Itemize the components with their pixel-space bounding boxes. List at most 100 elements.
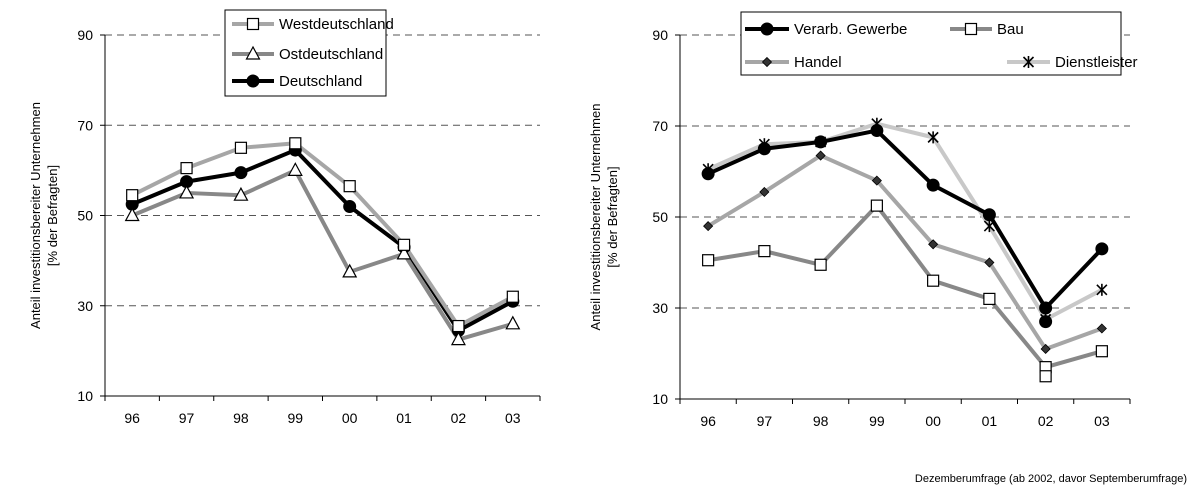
data-point [1096, 323, 1107, 334]
data-point [758, 245, 771, 258]
data-point [397, 238, 411, 251]
chart-westost: 10 30 50 70 90 96 97 98 99 00 01 02 03 Anteil investi… [28, 9, 541, 426]
data-point [124, 207, 140, 222]
y-axis-label-unit: [% der Befragten] [45, 165, 60, 266]
data-point [759, 186, 770, 198]
legend-frame [740, 11, 1122, 76]
series-line [707, 153, 1103, 351]
legend-marker [964, 22, 978, 36]
data-point [702, 254, 715, 267]
data-point [233, 186, 249, 201]
data-point [983, 220, 995, 233]
legend-entry: Deutschland [279, 73, 362, 90]
legend-marker [246, 74, 260, 88]
y-tick-label: 70 [77, 117, 93, 133]
data-point [1096, 283, 1108, 296]
x-tick-label: 98 [813, 413, 829, 429]
x-tick-label: 96 [124, 410, 140, 426]
data-point [343, 180, 356, 193]
series-line [131, 148, 514, 333]
data-point [396, 245, 412, 260]
legend-entry: Verarb. Gewerbe [794, 21, 907, 38]
x-tick-label: 00 [925, 413, 941, 429]
y-tick-label: 50 [652, 209, 668, 225]
data-point [1040, 343, 1051, 355]
x-tick-label: 98 [233, 410, 249, 426]
data-point [450, 331, 466, 346]
y-tick-label: 90 [77, 27, 93, 43]
legend-marker [1022, 56, 1035, 68]
x-tick-label: 01 [982, 413, 998, 429]
data-point [926, 178, 940, 192]
data-point [1039, 315, 1053, 329]
data-point [1095, 345, 1108, 358]
x-tick-label: 97 [179, 410, 195, 426]
data-point [928, 239, 939, 250]
legend-entry: Ostdeutschland [279, 46, 383, 63]
x-tick-label: 99 [288, 410, 304, 426]
data-point [1095, 242, 1109, 256]
data-point [870, 199, 883, 212]
data-point [927, 274, 940, 287]
x-tick-label: 00 [342, 410, 358, 426]
x-tick-label: 97 [757, 413, 773, 429]
footnote: Dezemberumfrage (ab 2002, davor Septembe… [915, 473, 1187, 485]
y-tick-label: 50 [77, 208, 93, 224]
data-point [1039, 301, 1053, 315]
data-point [343, 199, 357, 213]
x-tick-label: 02 [1038, 413, 1054, 429]
data-point [870, 124, 884, 138]
legend-marker [760, 22, 774, 36]
data-point [287, 162, 303, 176]
data-point [757, 142, 771, 156]
x-tick-label: 01 [396, 410, 412, 426]
data-point [815, 150, 826, 161]
legend-entry: Handel [794, 54, 842, 71]
legend-entry: Dienstleister [1055, 54, 1138, 71]
y-tick-label: 70 [652, 118, 668, 134]
data-point [983, 292, 996, 305]
legend-entry: Westdeutschland [279, 16, 394, 33]
data-point [126, 189, 139, 202]
series-line [707, 121, 1103, 322]
legend-marker [246, 17, 260, 31]
x-tick-label: 03 [505, 410, 521, 426]
data-point [342, 263, 358, 278]
data-point [179, 184, 195, 199]
series-line [707, 128, 1104, 310]
series-line [707, 203, 1103, 370]
x-tick-label: 96 [700, 413, 716, 429]
series-line [131, 141, 514, 329]
data-point [234, 141, 248, 154]
data-point [506, 290, 519, 303]
series-line [131, 168, 514, 342]
chart-sectors: 10 30 50 70 90 96 97 98 99 00 01 02 03 Anteil investi… [588, 11, 1138, 429]
y-axis-label-unit: [% der Befragten] [605, 166, 620, 267]
data-point [814, 258, 827, 271]
x-tick-label: 02 [451, 410, 467, 426]
data-point [871, 175, 882, 186]
data-point [701, 167, 715, 181]
data-point [984, 257, 995, 268]
data-point [982, 208, 996, 222]
legend-marker [761, 56, 773, 68]
data-point [814, 135, 828, 149]
data-point [289, 137, 302, 150]
x-tick-label: 99 [869, 413, 885, 429]
data-point [1039, 370, 1052, 383]
x-tick-label: 03 [1094, 413, 1110, 429]
legend-marker [245, 45, 261, 60]
data-point [234, 166, 248, 180]
data-point [505, 315, 521, 330]
data-point [927, 131, 939, 144]
y-axis-label: Anteil investitionsbereiter Unternehmen [588, 104, 603, 331]
y-tick-label: 30 [652, 300, 668, 316]
data-point [180, 162, 193, 175]
data-point [703, 221, 714, 232]
y-axis-label: Anteil investitionsbereiter Unternehmen [28, 102, 43, 329]
data-point [452, 319, 465, 333]
y-tick-label: 30 [77, 298, 93, 314]
legend-entry: Bau [997, 21, 1024, 38]
y-tick-label: 10 [652, 391, 668, 407]
